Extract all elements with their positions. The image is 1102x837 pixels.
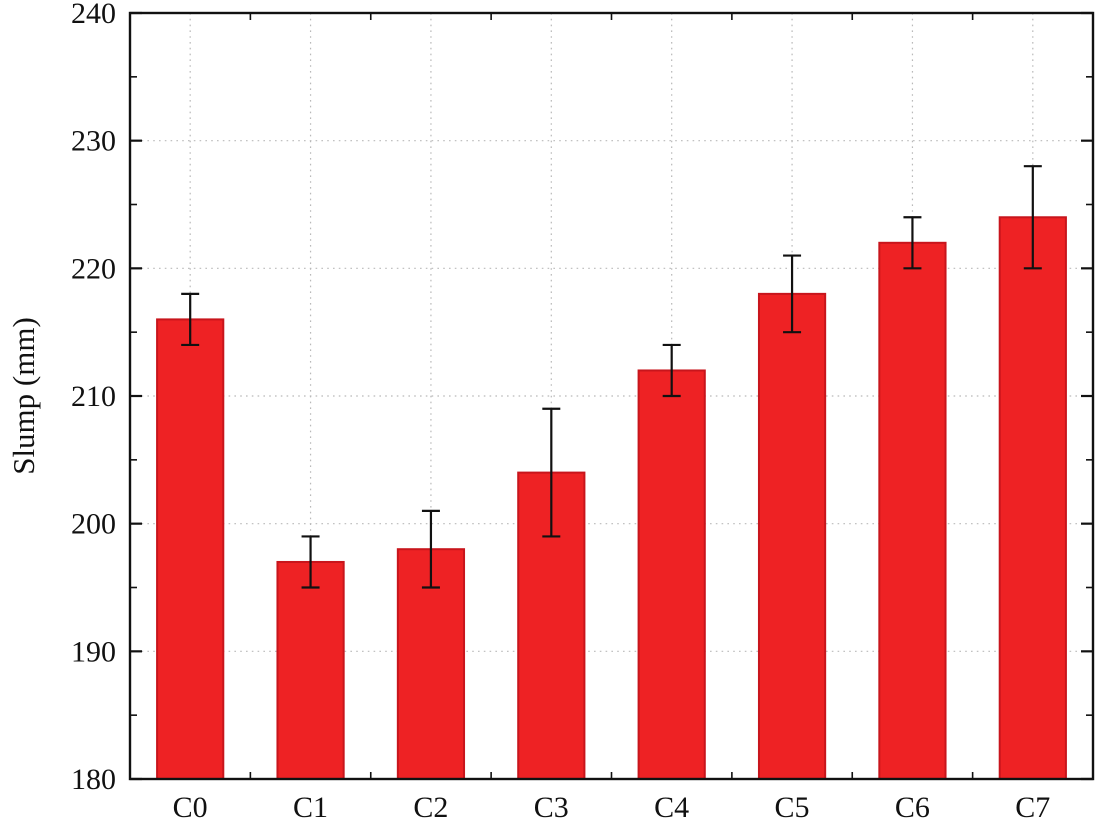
x-tick-label: C2 xyxy=(413,791,448,824)
y-tick-label: 240 xyxy=(71,0,116,30)
y-tick-label: 230 xyxy=(71,125,116,158)
x-tick-label: C7 xyxy=(1015,791,1050,824)
y-tick-label: 180 xyxy=(71,763,116,796)
x-tick-label: C6 xyxy=(895,791,930,824)
y-axis-title: Slump (mm) xyxy=(6,317,41,475)
y-tick-label: 210 xyxy=(71,380,116,413)
y-tick-label: 190 xyxy=(71,635,116,668)
x-tick-label: C1 xyxy=(293,791,328,824)
y-tick-label: 220 xyxy=(71,252,116,285)
bar-C4 xyxy=(637,369,706,780)
x-tick-label: C0 xyxy=(173,791,208,824)
bar-C0 xyxy=(156,318,225,780)
bar-C6 xyxy=(878,241,947,781)
bar-C1 xyxy=(276,560,345,781)
y-tick-label: 200 xyxy=(71,508,116,541)
x-tick-label: C5 xyxy=(775,791,810,824)
bar-C5 xyxy=(757,292,827,780)
x-tick-label: C3 xyxy=(534,791,569,824)
x-tick-label: C4 xyxy=(654,791,689,824)
bar-C7 xyxy=(998,216,1067,780)
